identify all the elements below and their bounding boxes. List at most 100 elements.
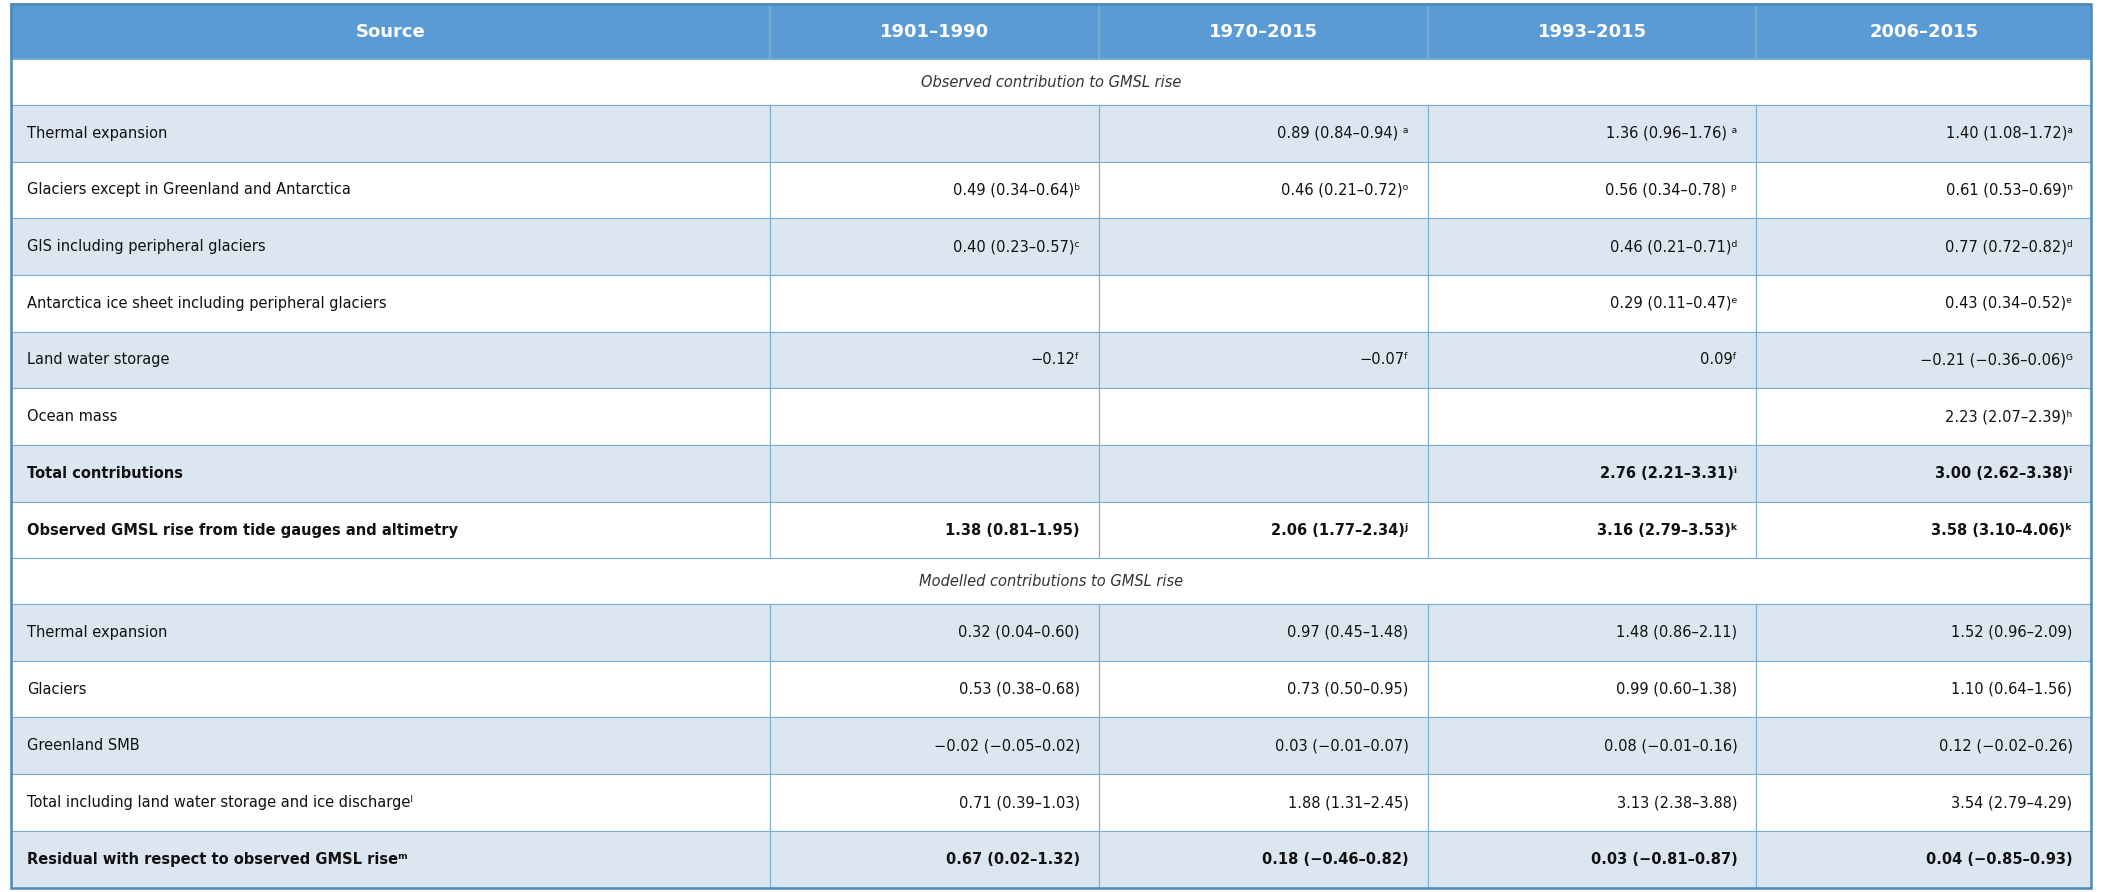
Text: 0.08 (−0.01–0.16): 0.08 (−0.01–0.16) (1604, 739, 1738, 754)
Text: Observed contribution to GMSL rise: Observed contribution to GMSL rise (921, 75, 1181, 89)
Text: −0.21 (−0.36–0.06)ᴳ: −0.21 (−0.36–0.06)ᴳ (1919, 352, 2073, 368)
Bar (1757, 4, 2091, 59)
Bar (1757, 275, 2091, 332)
Bar (1757, 388, 2091, 445)
Bar (1099, 661, 1427, 717)
Text: 0.46 (0.21–0.72)ᵒ: 0.46 (0.21–0.72)ᵒ (1280, 183, 1408, 197)
Text: 1901–1990: 1901–1990 (881, 23, 990, 41)
Text: 0.67 (0.02–1.32): 0.67 (0.02–1.32) (946, 852, 1080, 867)
Bar (11, 604, 769, 661)
Bar (11, 4, 769, 59)
Bar (769, 161, 1099, 219)
Bar (769, 774, 1099, 830)
Text: 3.00 (2.62–3.38)ⁱ: 3.00 (2.62–3.38)ⁱ (1936, 466, 2073, 481)
Bar (11, 59, 2091, 105)
Text: 1.10 (0.64–1.56): 1.10 (0.64–1.56) (1951, 681, 2073, 697)
Bar (1099, 105, 1427, 161)
Text: Modelled contributions to GMSL rise: Modelled contributions to GMSL rise (919, 574, 1183, 589)
Bar (11, 774, 769, 830)
Text: Thermal expansion: Thermal expansion (27, 126, 168, 141)
Bar (11, 275, 769, 332)
Text: 3.58 (3.10–4.06)ᵏ: 3.58 (3.10–4.06)ᵏ (1932, 523, 2073, 538)
Text: 0.29 (0.11–0.47)ᵉ: 0.29 (0.11–0.47)ᵉ (1610, 296, 1738, 310)
Bar (1427, 388, 1757, 445)
Bar (1099, 275, 1427, 332)
Text: 1.36 (0.96–1.76) ᵃ: 1.36 (0.96–1.76) ᵃ (1606, 126, 1738, 141)
Text: 1.88 (1.31–2.45): 1.88 (1.31–2.45) (1289, 795, 1408, 810)
Text: −0.07ᶠ: −0.07ᶠ (1360, 352, 1408, 368)
Text: 2006–2015: 2006–2015 (1869, 23, 1978, 41)
Text: Glaciers: Glaciers (27, 681, 86, 697)
Text: 0.73 (0.50–0.95): 0.73 (0.50–0.95) (1286, 681, 1408, 697)
Bar (1099, 501, 1427, 558)
Bar (1099, 604, 1427, 661)
Bar (1427, 661, 1757, 717)
Bar (1757, 661, 2091, 717)
Bar (769, 661, 1099, 717)
Bar (1427, 275, 1757, 332)
Bar (769, 717, 1099, 774)
Text: 2.76 (2.21–3.31)ⁱ: 2.76 (2.21–3.31)ⁱ (1600, 466, 1738, 481)
Text: 0.97 (0.45–1.48): 0.97 (0.45–1.48) (1289, 625, 1408, 640)
Text: 1.48 (0.86–2.11): 1.48 (0.86–2.11) (1616, 625, 1738, 640)
Bar (11, 830, 769, 888)
Bar (1099, 717, 1427, 774)
Text: Total contributions: Total contributions (27, 466, 183, 481)
Bar (11, 161, 769, 219)
Text: 3.54 (2.79–4.29): 3.54 (2.79–4.29) (1951, 795, 2073, 810)
Bar (769, 604, 1099, 661)
Text: 0.32 (0.04–0.60): 0.32 (0.04–0.60) (959, 625, 1080, 640)
Text: 3.13 (2.38–3.88): 3.13 (2.38–3.88) (1616, 795, 1738, 810)
Bar (769, 275, 1099, 332)
Bar (769, 332, 1099, 388)
Text: 0.56 (0.34–0.78) ᵖ: 0.56 (0.34–0.78) ᵖ (1606, 183, 1738, 197)
Bar (1427, 501, 1757, 558)
Text: 0.04 (−0.85–0.93): 0.04 (−0.85–0.93) (1925, 852, 2073, 867)
Text: Land water storage: Land water storage (27, 352, 170, 368)
Bar (1757, 830, 2091, 888)
Text: 3.16 (2.79–3.53)ᵏ: 3.16 (2.79–3.53)ᵏ (1598, 523, 1738, 538)
Text: 2.06 (1.77–2.34)ʲ: 2.06 (1.77–2.34)ʲ (1272, 523, 1408, 538)
Text: 0.12 (−0.02–0.26): 0.12 (−0.02–0.26) (1938, 739, 2073, 754)
Bar (1427, 445, 1757, 501)
Bar (1427, 161, 1757, 219)
Bar (1099, 161, 1427, 219)
Text: Antarctica ice sheet including peripheral glaciers: Antarctica ice sheet including periphera… (27, 296, 387, 310)
Text: 1.38 (0.81–1.95): 1.38 (0.81–1.95) (946, 523, 1080, 538)
Text: 0.43 (0.34–0.52)ᵉ: 0.43 (0.34–0.52)ᵉ (1944, 296, 2073, 310)
Bar (11, 445, 769, 501)
Text: Source: Source (355, 23, 425, 41)
Bar (1757, 161, 2091, 219)
Text: 0.71 (0.39–1.03): 0.71 (0.39–1.03) (959, 795, 1080, 810)
Bar (1757, 501, 2091, 558)
Bar (1427, 219, 1757, 275)
Text: GIS including peripheral glaciers: GIS including peripheral glaciers (27, 239, 267, 254)
Text: −0.12ᶠ: −0.12ᶠ (1030, 352, 1080, 368)
Text: 0.77 (0.72–0.82)ᵈ: 0.77 (0.72–0.82)ᵈ (1944, 239, 2073, 254)
Bar (11, 332, 769, 388)
Bar (769, 445, 1099, 501)
Bar (1427, 105, 1757, 161)
Text: 0.09ᶠ: 0.09ᶠ (1701, 352, 1738, 368)
Text: Glaciers except in Greenland and Antarctica: Glaciers except in Greenland and Antarct… (27, 183, 351, 197)
Bar (1757, 332, 2091, 388)
Text: −0.02 (−0.05–0.02): −0.02 (−0.05–0.02) (933, 739, 1080, 754)
Bar (11, 105, 769, 161)
Bar (1427, 4, 1757, 59)
Bar (1757, 774, 2091, 830)
Bar (1427, 332, 1757, 388)
Bar (11, 717, 769, 774)
Bar (769, 4, 1099, 59)
Text: 0.99 (0.60–1.38): 0.99 (0.60–1.38) (1616, 681, 1738, 697)
Bar (1099, 4, 1427, 59)
Text: Ocean mass: Ocean mass (27, 409, 118, 425)
Bar (11, 388, 769, 445)
Bar (11, 219, 769, 275)
Bar (1099, 388, 1427, 445)
Bar (1099, 774, 1427, 830)
Text: Greenland SMB: Greenland SMB (27, 739, 141, 754)
Bar (1427, 717, 1757, 774)
Text: Total including land water storage and ice dischargeˡ: Total including land water storage and i… (27, 795, 414, 810)
Bar (1427, 774, 1757, 830)
Bar (769, 219, 1099, 275)
